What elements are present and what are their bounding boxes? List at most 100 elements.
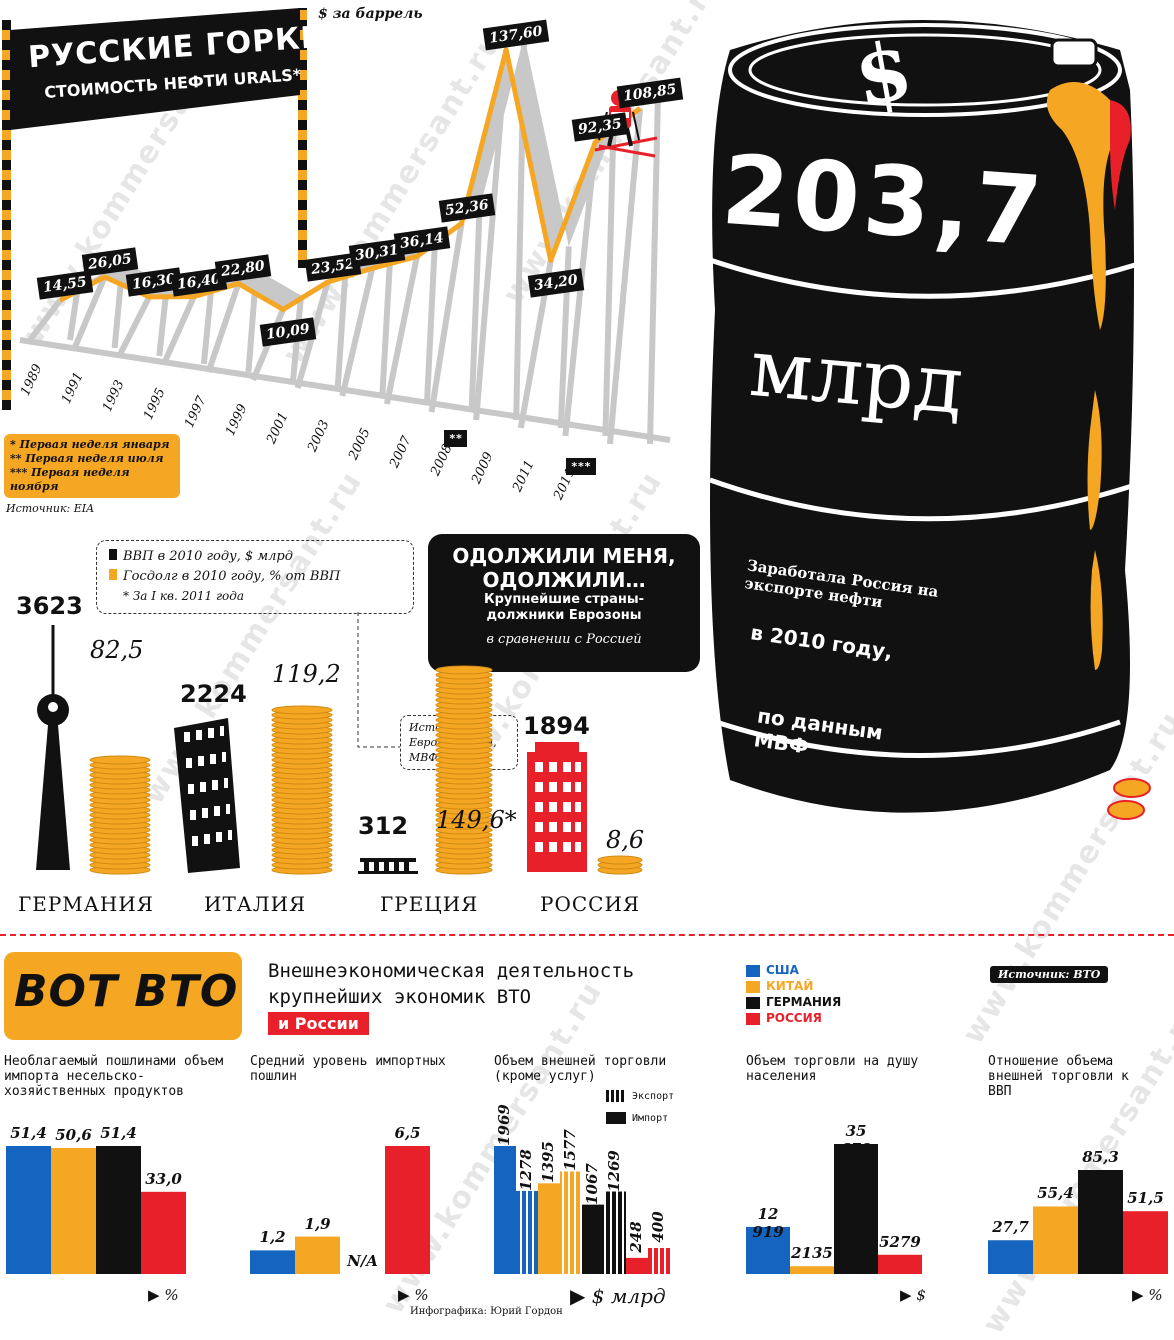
rail-strut [607,108,643,445]
legend-usa-label: США [766,963,799,977]
rail-strut [161,295,197,366]
debt-italy: 119,2 [272,660,341,688]
debt-russia: 8,6 [606,826,645,854]
export-bar [516,1190,538,1274]
debt-title-2: ОДОЛЖИЛИ… [482,568,646,592]
bar-value-label: 35 679 [840,1122,872,1158]
footnote-2: ** Первая неделя июля [10,452,164,465]
trade-value-label: 1395 [539,1141,557,1184]
footnote-1: * Первая неделя января [10,438,170,451]
bar [141,1191,186,1274]
wto-title-1: Внешнеэкономическая деятельность [268,960,635,982]
bar [988,1240,1033,1274]
bar-value-label: N/A [347,1252,378,1270]
bar-value-label: 85,3 [1082,1148,1119,1166]
section-divider [0,934,1174,936]
panel-5-unit: ▶ % [1132,1286,1163,1304]
debt-legend: ВВП в 2010 году, $ млрд Госдолг в 2010 г… [96,540,414,614]
trade-legend: Экспорт Импорт [606,1090,674,1126]
bar [790,1266,834,1274]
credit: Инфографика: Юрий Гордон [410,1306,563,1317]
debt-title-1: ОДОЛЖИЛИ МЕНЯ, [452,544,676,568]
legend-china: КИТАЙ [746,978,841,994]
panel-1-title: Необлагаемый пошлинами объем импорта нес… [4,1054,224,1099]
legend-export-label: Экспорт [632,1091,675,1102]
country-italy: ИТАЛИЯ [204,892,307,916]
gdp-greece: 312 [358,812,409,840]
bar-value-label: 1,2 [259,1228,286,1247]
trade-value-label: 1067 [583,1162,601,1205]
bar-value-label: 51,5 [1127,1189,1164,1208]
legend-import-label: Импорт [632,1113,669,1124]
legend-russia-label: РОССИЯ [766,1011,822,1025]
rail-strut [200,282,215,365]
rail-ground [19,337,671,443]
legend-import: Импорт [606,1112,674,1126]
rail-strut [334,267,349,389]
trade-value-label: 400 [649,1211,667,1243]
debt-coin-stacks [89,665,643,875]
marker-2011: *** [566,458,596,475]
panel-4-unit: ▶ $ [900,1286,926,1304]
trade-value-label: 1278 [517,1149,535,1191]
rail-strut [339,267,376,397]
rail-strut [428,222,465,413]
country-greece: ГРЕЦИЯ [380,892,479,916]
panel-2-unit: ▶ % [398,1286,429,1304]
legend-debt: Госдолг в 2010 году, % от ВВП [109,569,340,584]
russia-building [527,742,587,872]
rail-strut [602,127,617,437]
coin-stack [597,855,643,875]
panel-2-unit-text: % [414,1286,429,1304]
bar-value-label: 12 919 [752,1204,784,1241]
billboard-post-right [298,8,307,268]
legend-germany-label: ГЕРМАНИЯ [766,995,842,1009]
rail-strut [383,255,420,405]
panel-5-unit-text: % [1148,1286,1163,1304]
footnote-3: *** Первая неделя ноября [10,466,130,493]
bar-value-label: 50,6 [55,1125,92,1144]
legend-usa: США [746,962,841,978]
gdp-germany: 3623 [16,592,83,620]
bar-value-label: 5279 [879,1232,921,1251]
oil-footnotes: * Первая неделя января ** Первая неделя … [4,434,180,498]
legend-russia: РОССИЯ [746,1010,841,1026]
rail-strut [116,295,152,358]
bar-value-label: 1,9 [304,1214,331,1233]
panel-4-unit-text: $ [916,1286,926,1304]
panel-2-title: Средний уровень импортных пошлин [250,1054,446,1084]
coin-stack [271,705,333,875]
oil-unit-label: $ за баррель [318,6,423,22]
country-russia: РОССИЯ [540,892,641,916]
bar-value-label: 6,5 [394,1124,421,1142]
bar [96,1146,141,1274]
rail-strut [71,275,108,350]
trade-value-label: 248 [627,1221,645,1253]
bar-value-label: 33,0 [145,1169,182,1188]
panel-3-title: Объем внешней торговли (кроме услуг) [494,1054,667,1084]
legend-export: Экспорт [606,1090,674,1104]
legend-germany: ГЕРМАНИЯ [746,994,841,1010]
rail-strut [67,285,81,341]
greece-ruins [358,858,418,874]
rail-strut [423,242,438,405]
legend-china-label: КИТАЙ [766,979,814,993]
rail-strut [379,254,394,397]
wto-bar-charts [6,1144,1168,1274]
trade-value-label: 1969 [495,1104,513,1146]
wto-title-3: и России [268,1012,369,1035]
bar-value-label: 27,7 [992,1218,1029,1237]
wto-legend: США КИТАЙ ГЕРМАНИЯ РОССИЯ [746,962,841,1026]
import-bar [538,1183,560,1274]
bar [746,1226,790,1274]
legend-gdp-label: ВВП в 2010 году, $ млрд [123,549,293,564]
panel-3-unit: ▶ $ млрд [570,1284,666,1308]
legend-gdp: ВВП в 2010 году, $ млрд [109,549,293,564]
oil-barrel: $ [709,20,1151,820]
import-bar [582,1204,604,1274]
trade-value-label: 1269 [605,1149,623,1192]
debt-compare: в сравнении с Россией [486,632,642,647]
export-bar [560,1171,582,1274]
marker-2008: ** [444,430,468,447]
legend-connector [357,612,400,748]
